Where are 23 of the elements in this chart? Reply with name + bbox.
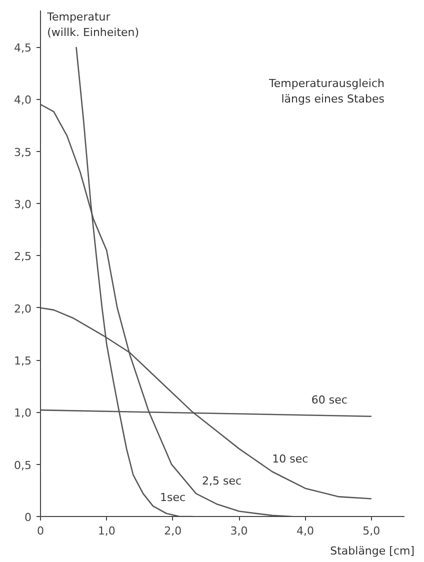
y-tick-label: 3,0 [14, 198, 32, 212]
x-tick-label: 5,0 [362, 524, 380, 538]
y-tick-label: 1,5 [14, 354, 32, 368]
series-label: 10 sec [272, 452, 308, 466]
y-tick-label: 2,0 [14, 302, 32, 316]
annotation: Temperaturausgleich längs eines Stabes [268, 76, 385, 106]
series-label: 1sec [160, 491, 186, 504]
series-label: 2,5 sec [202, 474, 242, 488]
y-tick-label: 4,5 [14, 42, 32, 55]
x-tick-label: 4,0 [296, 524, 314, 538]
y-tick-label: 0,5 [14, 458, 32, 472]
y-tick-label: 4,0 [14, 94, 32, 107]
x-axis-title: Stablänge [cm] [330, 544, 415, 558]
y-tick-label: 2,5 [14, 250, 32, 264]
y-axis-title: Temperatur (willk. Einheiten) [46, 10, 140, 40]
y-tick-label: 0 [24, 511, 32, 524]
x-tick-label: 2,0 [164, 524, 182, 538]
series-label: 60 sec [311, 393, 348, 406]
x-tick-label: 3,0 [230, 524, 248, 538]
x-tick-label: 1,0 [98, 524, 116, 538]
y-tick-label: 3,5 [14, 146, 32, 159]
x-tick-label: 0 [37, 524, 44, 538]
y-tick-label: 1,0 [14, 406, 32, 420]
